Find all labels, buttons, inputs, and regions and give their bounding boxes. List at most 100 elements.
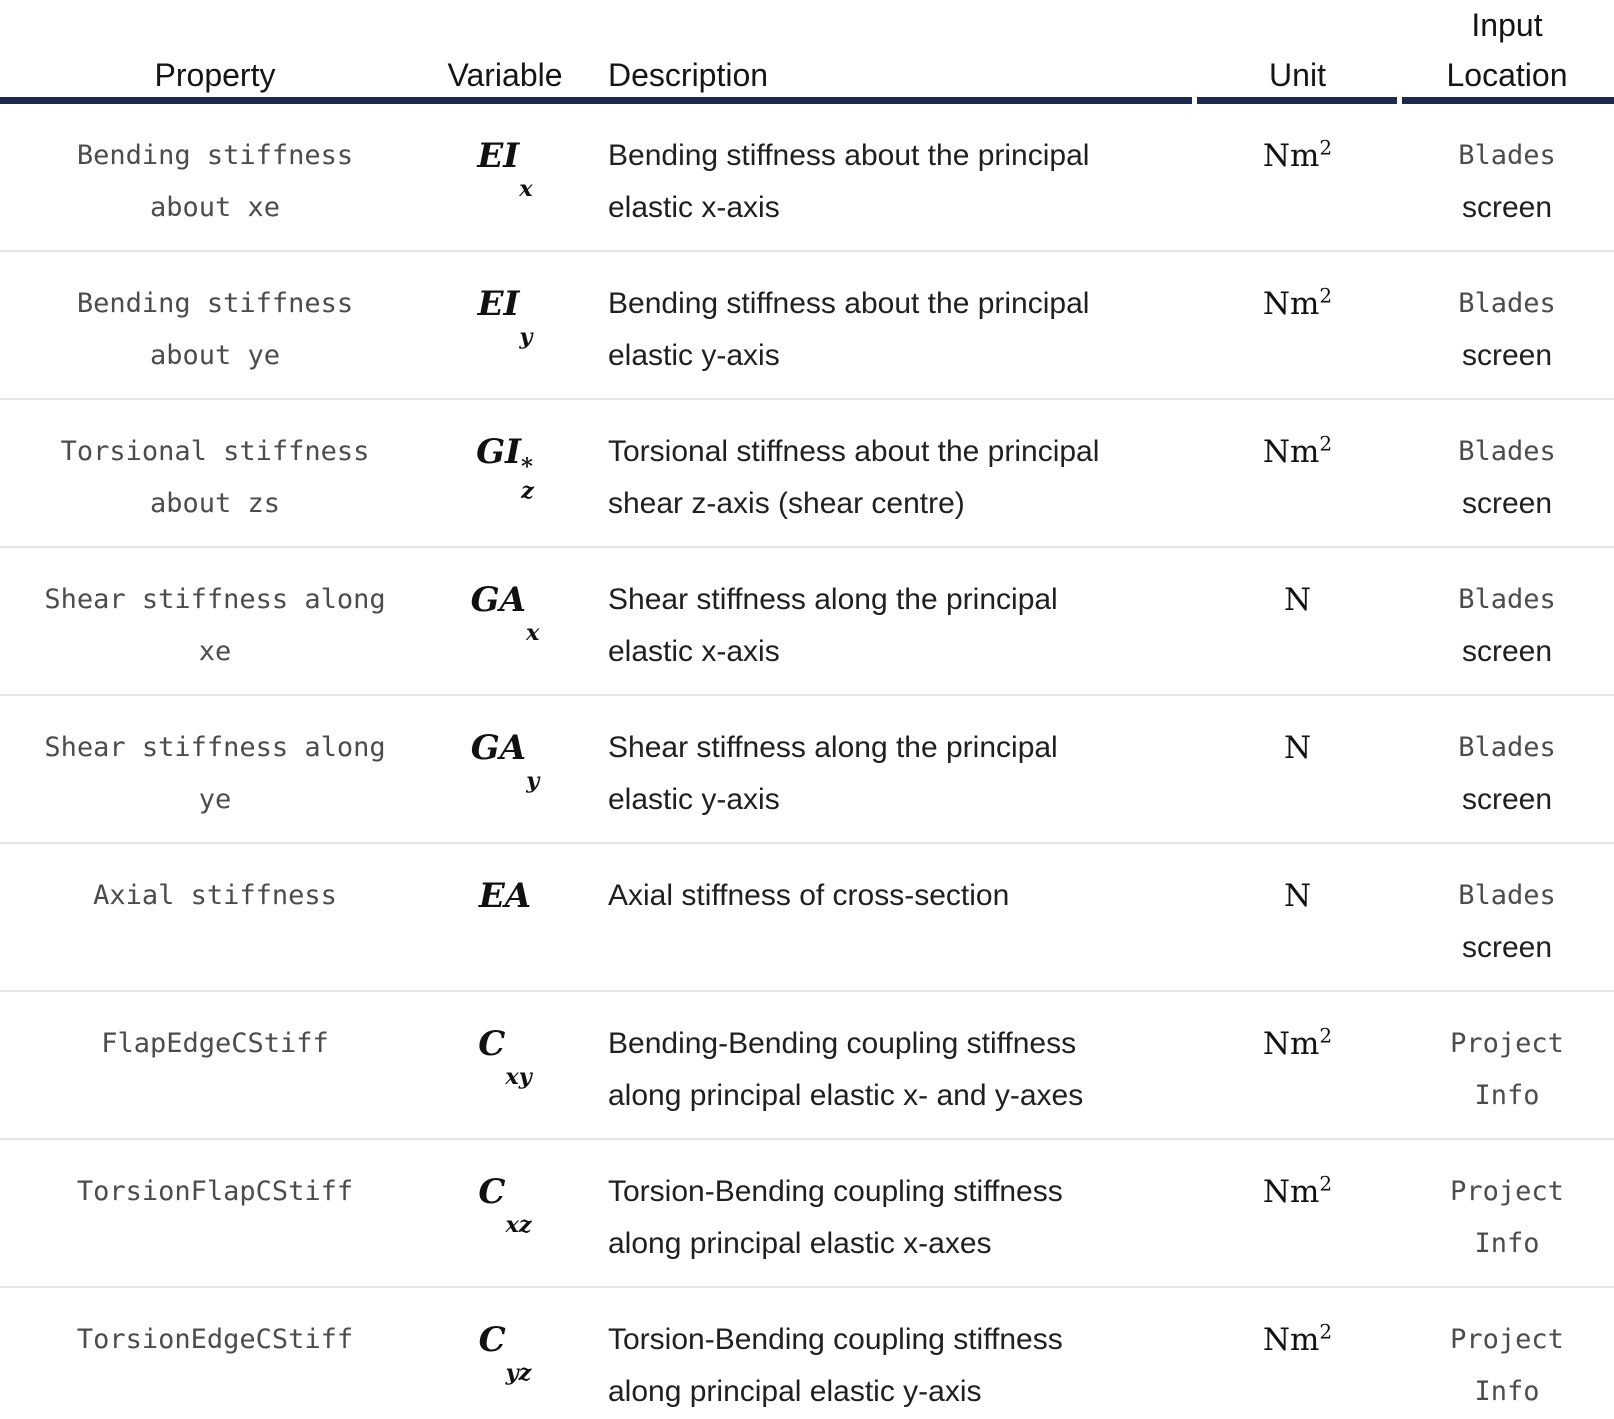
table-row: Shear stiffness along xe GA x Shear stiffn…	[0, 546, 1614, 694]
input-location-line: Blades	[1458, 584, 1556, 615]
property-cell: Bending stiffness about ye	[0, 278, 410, 382]
header-rule-gap	[1397, 97, 1402, 104]
unit-cell: Nm2	[1195, 426, 1400, 530]
property-cell: FlapEdgeCStiff	[0, 1018, 410, 1122]
variable-base: C	[478, 1172, 506, 1212]
unit-cell: Nm2	[1195, 130, 1400, 234]
unit-superscript: 2	[1319, 1171, 1333, 1196]
input-location-cell: Blades screen	[1400, 722, 1614, 826]
description-line: elastic x-axis	[608, 191, 780, 224]
description-cell: Axial stiffness of cross-section	[600, 870, 1195, 974]
property-line: Axial stiffness	[93, 880, 337, 911]
description-line: Torsional stiffness about the principal	[608, 435, 1100, 468]
variable-base: GA	[470, 580, 527, 620]
variable-scripts: yz	[506, 1339, 532, 1386]
input-location-line: Info	[1474, 1080, 1540, 1111]
variable-base: C	[478, 1320, 506, 1360]
unit-cell: N	[1195, 870, 1400, 974]
input-location-line: Info	[1474, 1228, 1540, 1259]
variable-subscript: xz	[505, 1212, 532, 1239]
input-location-line: Blades	[1458, 288, 1556, 319]
variable-cell: GA y	[410, 722, 600, 826]
unit-base: N	[1283, 730, 1312, 766]
property-line: about zs	[149, 488, 281, 519]
variable-scripts: xz	[505, 1191, 531, 1238]
input-location-cell: Blades screen	[1400, 130, 1614, 234]
property-line: ye	[198, 784, 232, 815]
description-line: Bending stiffness about the principal	[608, 287, 1090, 320]
variable-base: EA	[478, 876, 532, 916]
input-location-cell: Blades screen	[1400, 278, 1614, 382]
description-line: shear z-axis (shear centre)	[608, 487, 965, 520]
unit-superscript: 2	[1319, 1319, 1333, 1344]
property-line: Bending stiffness	[76, 140, 354, 171]
input-location-line: screen	[1461, 339, 1553, 372]
description-line: along principal elastic x- and y-axes	[608, 1079, 1084, 1112]
property-line: TorsionEdgeCStiff	[76, 1324, 354, 1355]
unit-cell: Nm2	[1195, 1314, 1400, 1418]
description-cell: Torsion-Bending coupling stiffness along …	[600, 1166, 1195, 1270]
input-location-line: Project	[1450, 1028, 1564, 1059]
description-line: Bending-Bending coupling stiffness	[608, 1027, 1077, 1060]
description-line: Axial stiffness of cross-section	[608, 879, 1010, 912]
description-line: Torsion-Bending coupling stiffness	[608, 1323, 1063, 1356]
variable-base: C	[478, 1024, 506, 1064]
variable-subscript: z	[521, 477, 534, 504]
column-header-variable: Variable	[447, 57, 563, 93]
unit-base: N	[1283, 878, 1312, 914]
input-location-line: Project	[1450, 1176, 1564, 1207]
input-location-cell: Project Info	[1400, 1018, 1614, 1122]
unit-cell: Nm2	[1195, 1166, 1400, 1270]
table-row: Bending stiffness about ye EI y Bending st…	[0, 250, 1614, 398]
description-line: elastic y-axis	[608, 783, 780, 816]
description-cell: Bending-Bending coupling stiffness along …	[600, 1018, 1195, 1122]
variable-subscript: yz	[505, 1360, 532, 1387]
property-cell: Shear stiffness along ye	[0, 722, 410, 826]
description-cell: Torsional stiffness about the principal s…	[600, 426, 1195, 530]
property-line: Torsional stiffness	[60, 436, 370, 467]
input-location-line: screen	[1461, 635, 1553, 668]
column-header-unit: Unit	[1269, 57, 1326, 93]
input-location-line: Blades	[1458, 732, 1556, 763]
input-location-line: Blades	[1458, 880, 1556, 911]
unit-cell: Nm2	[1195, 278, 1400, 382]
description-line: along principal elastic y-axis	[608, 1375, 982, 1408]
variable-cell: EA	[410, 870, 600, 974]
variable-scripts: x	[519, 155, 532, 202]
description-cell: Torsion-Bending coupling stiffness along …	[600, 1314, 1195, 1418]
variable-subscript: xy	[505, 1064, 532, 1091]
description-cell: Shear stiffness along the principal elast…	[600, 574, 1195, 678]
property-line: xe	[198, 636, 232, 667]
variable-cell: EI y	[410, 278, 600, 382]
input-location-cell: Blades screen	[1400, 574, 1614, 678]
description-cell: Bending stiffness about the principal ela…	[600, 130, 1195, 234]
column-header-description: Description	[608, 57, 769, 93]
variable-base: EI	[477, 136, 520, 176]
input-location-line: screen	[1461, 487, 1553, 520]
description-line: Shear stiffness along the principal	[608, 731, 1058, 764]
description-line: Bending stiffness about the principal	[608, 139, 1090, 172]
description-line: elastic y-axis	[608, 339, 780, 372]
column-header-property: Property	[154, 57, 276, 93]
unit-cell: Nm2	[1195, 1018, 1400, 1122]
table-row: Axial stiffness EA Axial stiffness of cr…	[0, 842, 1614, 990]
unit-base: N	[1283, 582, 1312, 618]
variable-base: EI	[477, 284, 520, 324]
property-cell: Torsional stiffness about zs	[0, 426, 410, 530]
input-location-line: screen	[1461, 931, 1553, 964]
unit-cell: N	[1195, 722, 1400, 826]
variable-base: GI	[476, 432, 522, 472]
input-location-line: Blades	[1458, 436, 1556, 467]
property-line: Bending stiffness	[76, 288, 354, 319]
variable-scripts: y	[526, 747, 539, 794]
property-line: Shear stiffness along	[44, 732, 386, 763]
unit-base: Nm	[1262, 286, 1320, 322]
table-row: Torsional stiffness about zs GI * z Torsion…	[0, 398, 1614, 546]
variable-cell: GA x	[410, 574, 600, 678]
variable-scripts: * z	[521, 456, 534, 503]
property-line: Shear stiffness along	[44, 584, 386, 615]
description-line: Torsion-Bending coupling stiffness	[608, 1175, 1063, 1208]
